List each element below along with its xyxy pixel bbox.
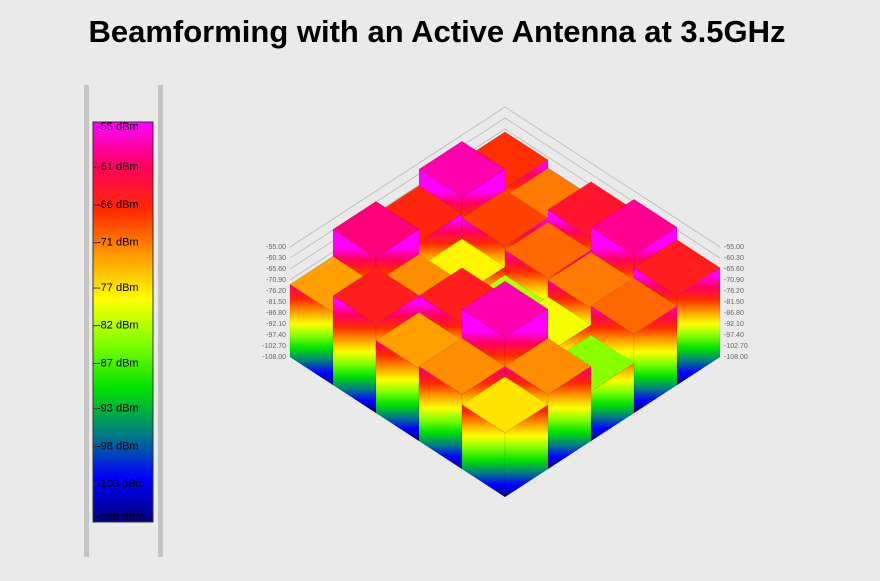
colorbar-label: -71 dBm bbox=[97, 237, 139, 249]
bar-top bbox=[633, 239, 721, 297]
bar-top bbox=[590, 199, 678, 256]
colorbar-label: -98 dBm bbox=[97, 440, 139, 452]
bar-top bbox=[418, 140, 506, 198]
z-tick-label: -76.20 bbox=[724, 288, 744, 295]
z-tick-label: -60.30 bbox=[724, 255, 744, 262]
z-tick-label: -102.70 bbox=[724, 343, 748, 350]
z-tick-label: -55.00 bbox=[266, 244, 286, 251]
z-tick-label: -70.90 bbox=[724, 277, 744, 284]
z-tick-label: -55.00 bbox=[724, 244, 744, 251]
z-tick-label: -86.80 bbox=[266, 310, 286, 317]
colorbar-label: -66 dBm bbox=[97, 199, 139, 211]
grid-line bbox=[289, 106, 721, 248]
colorbar-label: -55 dBm bbox=[97, 121, 139, 133]
z-tick-label: -86.80 bbox=[724, 310, 744, 317]
colorbar-label: -103 dBm bbox=[97, 478, 145, 490]
z-tick-label: -70.90 bbox=[266, 277, 286, 284]
z-tick-label: -102.70 bbox=[262, 343, 286, 350]
z-tick-label: -81.50 bbox=[724, 299, 744, 306]
colorbar-rail bbox=[84, 85, 89, 557]
z-tick-label: -65.60 bbox=[724, 266, 744, 273]
z-tick-label: -97.40 bbox=[724, 332, 744, 339]
z-tick-label: -108.00 bbox=[262, 354, 286, 361]
chart-title: Beamforming with an Active Antenna at 3.… bbox=[88, 14, 785, 49]
bar-top bbox=[418, 338, 506, 395]
z-tick-label: -65.60 bbox=[266, 266, 286, 273]
z-tick-label: -60.30 bbox=[266, 255, 286, 262]
colorbar-label: -61 dBm bbox=[97, 161, 139, 173]
z-tick-label: -76.20 bbox=[266, 288, 286, 295]
colorbar bbox=[92, 121, 154, 523]
bar-top bbox=[590, 277, 678, 335]
colorbar-label: -93 dBm bbox=[97, 403, 139, 415]
bar-top bbox=[461, 280, 549, 338]
colorbar-label: -77 dBm bbox=[97, 282, 139, 294]
bar-top bbox=[461, 376, 549, 433]
bar-top bbox=[461, 189, 549, 247]
colorbar-label: -87 dBm bbox=[97, 357, 139, 369]
z-tick-label: -92.10 bbox=[724, 321, 744, 328]
colorbar-rail bbox=[158, 85, 163, 557]
colorbar-label: -82 dBm bbox=[97, 320, 139, 332]
colorbar-label: -108 dBm bbox=[97, 511, 145, 523]
z-tick-label: -92.10 bbox=[266, 321, 286, 328]
z-tick-label: -97.40 bbox=[266, 332, 286, 339]
bar-top bbox=[504, 338, 592, 395]
bar-top bbox=[332, 267, 420, 325]
bar-top bbox=[332, 201, 420, 258]
z-tick-label: -108.00 bbox=[724, 354, 748, 361]
bar-top bbox=[504, 221, 592, 279]
z-tick-label: -81.50 bbox=[266, 299, 286, 306]
